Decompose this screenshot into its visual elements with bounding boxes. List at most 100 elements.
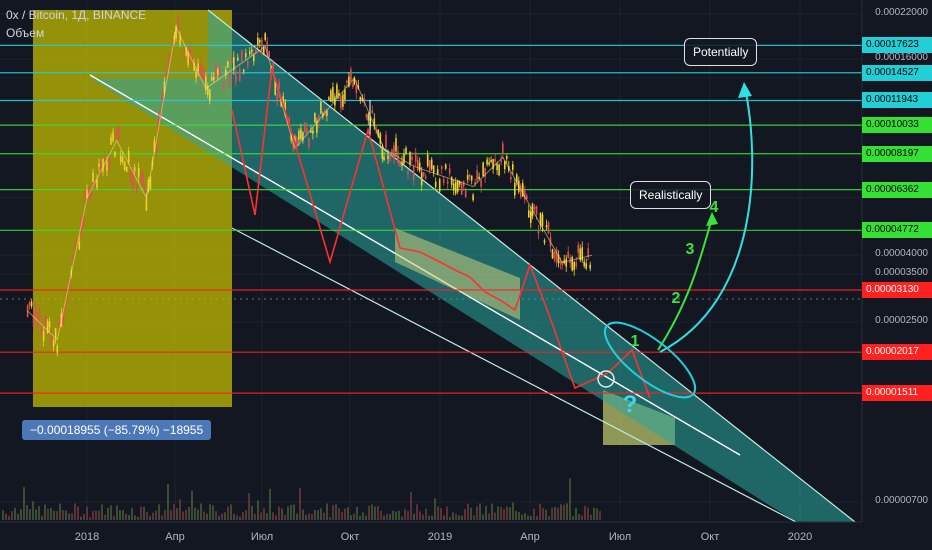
candle-body [448, 168, 451, 174]
volume-bar [23, 487, 25, 520]
volume-bar [341, 511, 343, 520]
volume-bar [302, 509, 304, 520]
volume-bar [257, 500, 259, 520]
candle-body [460, 183, 463, 195]
volume-bar [203, 511, 205, 520]
candle-body [115, 128, 118, 137]
volume-bar [332, 505, 334, 520]
volume-bar [569, 478, 571, 520]
candle-body [555, 248, 558, 263]
y-tick-label: 0.00002500 [875, 314, 928, 326]
candle-body [326, 111, 328, 116]
wave-count-label: 1 [631, 333, 640, 350]
volume-bar [173, 504, 175, 520]
volume-bar [371, 504, 373, 520]
volume-bar [299, 487, 301, 520]
candle-body [215, 64, 217, 77]
marker-circle [597, 370, 615, 388]
candle-body [241, 50, 243, 62]
volume-bar [374, 506, 376, 520]
candle-body [245, 52, 247, 58]
candle-body [266, 41, 268, 55]
candle-body [456, 179, 459, 192]
volume-bar [17, 513, 19, 520]
volume-bar [416, 504, 418, 520]
volume-bar [227, 506, 229, 520]
candle-body [478, 176, 480, 180]
volume-bar [476, 506, 478, 520]
candle-body [442, 179, 445, 183]
price-level-tag: 0.00003130 [862, 282, 932, 298]
volume-bar [119, 510, 121, 520]
volume-bar [506, 506, 508, 520]
candle-body [432, 165, 435, 173]
volume-bar [35, 509, 37, 520]
candle-body [480, 180, 482, 187]
candle-body [520, 184, 522, 197]
channel-top-line [207, 9, 856, 523]
volume-bar [185, 509, 187, 520]
volume-bar [308, 513, 310, 520]
realistic-arrow-head [706, 212, 718, 226]
volume-bar [251, 505, 253, 520]
volume-bar [389, 514, 391, 520]
volume-bar [329, 516, 331, 520]
volume-bar [377, 506, 379, 520]
candle-body [302, 132, 304, 141]
candle-body [332, 87, 334, 101]
candle-body [145, 198, 148, 211]
candle-body [78, 241, 81, 250]
candle-body [486, 159, 488, 165]
candle-body [350, 69, 352, 81]
volume-bar [326, 503, 328, 520]
candle-body [494, 159, 496, 162]
candle-body [139, 173, 142, 182]
volume-bar [182, 511, 184, 520]
candle-body [308, 138, 310, 147]
candle-body [177, 18, 179, 33]
candle-body [401, 161, 403, 166]
volume-bar [398, 510, 400, 520]
candle-body [434, 181, 437, 188]
volume-bar [5, 513, 7, 520]
price-level-tag: 0.00014527 [862, 64, 932, 81]
volume-bar [587, 507, 589, 520]
volume-bar [515, 510, 517, 520]
candle-body [383, 156, 385, 161]
candle-body [40, 325, 43, 337]
descending-channel [89, 9, 856, 523]
volume-bar [212, 505, 214, 520]
candle-body [155, 140, 158, 153]
candle-body [42, 331, 45, 341]
symbol-title[interactable]: 0x / Bitcoin, 1Д, BINANCE [6, 8, 147, 22]
candle-body [411, 156, 413, 160]
candle-body [163, 81, 166, 94]
volume-bar [2, 510, 4, 520]
candle-body [38, 311, 41, 320]
volume-bar [224, 512, 226, 520]
volume-bar [458, 515, 460, 520]
potentially-label: Potentially [684, 38, 758, 66]
volume-bar [14, 507, 16, 520]
volume-bar [131, 508, 133, 520]
candle-body [129, 170, 132, 182]
candle-body [54, 328, 57, 339]
volume-bar [101, 504, 103, 520]
candle-body [268, 51, 270, 58]
price-level-tag: 0.00010033 [862, 117, 932, 134]
candle-body [189, 48, 191, 58]
volume-bar [545, 509, 547, 520]
candle-body [399, 161, 401, 167]
y-tick-label: 0.00003500 [875, 267, 928, 279]
candle-body [259, 40, 261, 43]
volume-bar [554, 507, 556, 520]
candle-body [371, 110, 374, 114]
candle-body [535, 205, 538, 215]
volume-bar [215, 511, 217, 520]
volume-bar [494, 512, 496, 520]
volume-bar [65, 510, 67, 520]
candle-body [123, 161, 126, 171]
candle-body [420, 172, 423, 186]
volume-label[interactable]: Объем [6, 26, 45, 40]
